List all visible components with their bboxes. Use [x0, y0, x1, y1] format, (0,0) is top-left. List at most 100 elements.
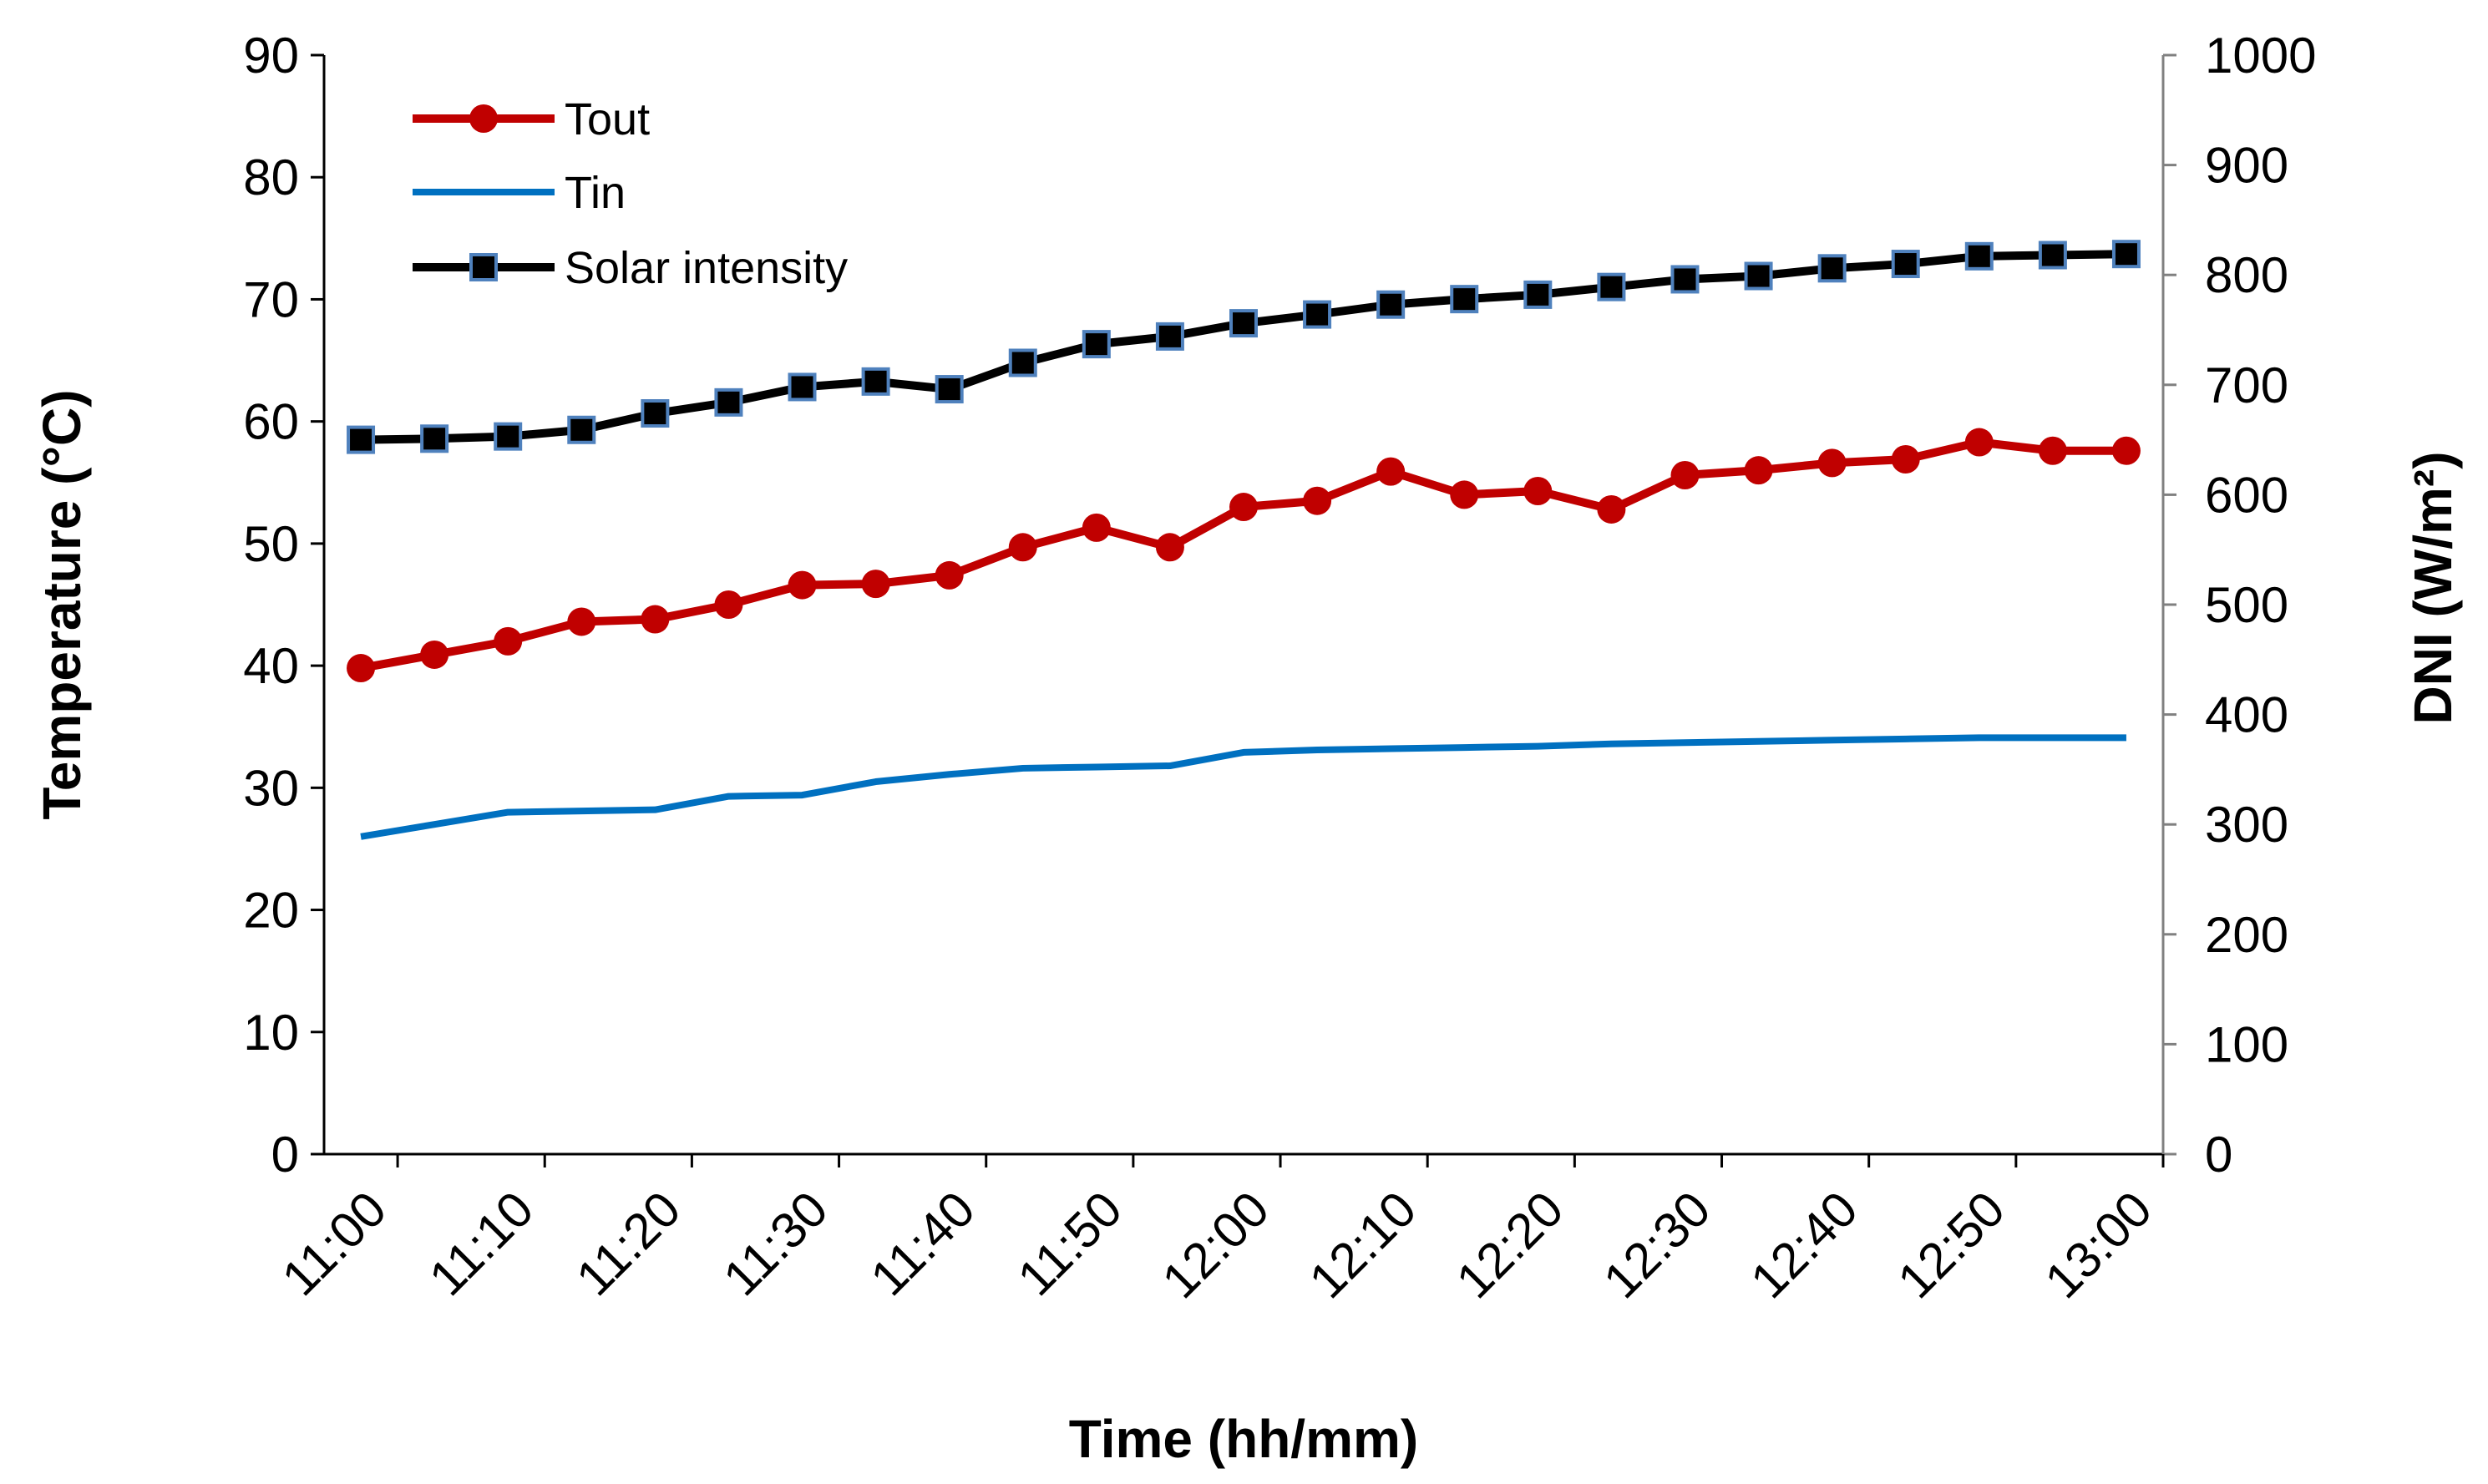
legend: Tout Tin Solar intensity [413, 94, 848, 293]
left-y-axis-title: Temperature (°C) [32, 389, 92, 819]
data-point-tout [1450, 480, 1479, 509]
right-tick-label: 1000 [2205, 28, 2316, 84]
data-point-tout [2111, 436, 2141, 465]
data-point-tout [1082, 513, 1111, 542]
data-point-solar-intensity [2111, 240, 2141, 269]
x-tick-label: 11:30 [712, 1181, 838, 1306]
x-tick-label: 11:40 [860, 1181, 986, 1306]
right-tick-label: 700 [2205, 357, 2288, 413]
x-tick-label: 11:50 [1007, 1181, 1133, 1306]
data-point-tout [1744, 456, 1773, 485]
series-tin [360, 734, 2126, 840]
data-point-solar-intensity [1670, 265, 1700, 294]
x-tick-label: 12:00 [1152, 1181, 1280, 1309]
data-point-solar-intensity [1597, 272, 1626, 301]
left-tick-label: 70 [243, 271, 299, 327]
left-tick-label: 60 [243, 394, 299, 450]
legend-label-tout: Tout [565, 94, 650, 144]
data-point-tout [1817, 448, 1847, 478]
series-layer [347, 240, 2141, 840]
data-point-solar-intensity [1450, 285, 1479, 314]
data-point-tout [1008, 533, 1037, 562]
data-point-solar-intensity [861, 367, 890, 396]
series-tout [347, 428, 2141, 683]
right-tick-label: 200 [2205, 907, 2288, 963]
data-point-solar-intensity [494, 422, 523, 451]
left-tick-label: 40 [243, 638, 299, 694]
series-solar-intensity [347, 240, 2141, 454]
right-tick-label: 100 [2205, 1016, 2288, 1072]
x-ticks: 11:00 11:10 11:20 11:30 11:40 11:50 12:00 12:10… [271, 1154, 2165, 1309]
legend-marker-tout [469, 104, 498, 133]
data-point-solar-intensity [1229, 309, 1258, 338]
right-tick-label: 900 [2205, 138, 2288, 194]
right-tick-label: 600 [2205, 467, 2288, 523]
data-point-tout [641, 605, 670, 634]
legend-item-tout: Tout [413, 94, 650, 144]
data-point-tout [494, 626, 523, 656]
x-tick-label: 11:10 [418, 1181, 544, 1306]
x-tick-label: 11:20 [565, 1181, 691, 1306]
x-tick-label: 12:40 [1740, 1181, 1868, 1309]
left-tick-label: 10 [243, 1005, 299, 1061]
right-y-axis-title: DNI (W/m²) [2403, 451, 2463, 724]
x-tick-label: 11:00 [271, 1181, 397, 1306]
x-tick-label: 12:10 [1299, 1181, 1427, 1309]
data-point-solar-intensity [1891, 250, 1920, 279]
legend-item-tin: Tin [413, 168, 626, 218]
series-line-tout [360, 438, 2126, 672]
data-point-tout [1523, 477, 1553, 506]
data-point-solar-intensity [1744, 261, 1773, 291]
data-point-solar-intensity [347, 425, 376, 454]
data-point-solar-intensity [420, 424, 449, 453]
left-tick-label: 20 [243, 883, 299, 939]
data-point-solar-intensity [1008, 348, 1037, 377]
data-point-tout [1891, 444, 1920, 474]
data-point-tout [1670, 461, 1700, 490]
data-point-solar-intensity [641, 399, 670, 428]
data-point-tout [1229, 493, 1258, 522]
legend-marker-solar-intensity [469, 253, 498, 281]
series-line-tin [360, 734, 2126, 840]
left-tick-label: 50 [243, 516, 299, 572]
data-point-solar-intensity [567, 415, 596, 444]
legend-label-tin: Tin [565, 168, 626, 218]
x-tick-label: 13:00 [2034, 1181, 2163, 1309]
data-point-solar-intensity [1082, 330, 1111, 359]
right-tick-label: 300 [2205, 797, 2288, 853]
legend-label-solar-intensity: Solar intensity [565, 243, 848, 293]
data-point-tout [1376, 457, 1406, 486]
data-point-solar-intensity [714, 387, 743, 417]
data-point-solar-intensity [1964, 241, 1994, 271]
data-point-tout [2038, 436, 2067, 465]
data-point-tout [1155, 533, 1184, 562]
data-point-tout [1964, 428, 1994, 457]
right-tick-label: 500 [2205, 577, 2288, 633]
data-point-solar-intensity [1303, 300, 1332, 329]
data-point-solar-intensity [1817, 254, 1847, 283]
data-point-solar-intensity [1155, 322, 1184, 351]
data-point-tout [788, 570, 817, 600]
x-tick-label: 12:50 [1887, 1181, 2015, 1309]
data-point-solar-intensity [1523, 280, 1553, 309]
data-point-solar-intensity [788, 372, 817, 402]
data-point-solar-intensity [2038, 241, 2067, 270]
data-point-tout [567, 607, 596, 636]
legend-item-solar-intensity: Solar intensity [413, 243, 848, 293]
data-point-solar-intensity [1376, 290, 1406, 319]
left-tick-label: 90 [243, 28, 299, 84]
x-tick-label: 12:20 [1446, 1181, 1574, 1309]
data-point-tout [420, 640, 449, 669]
data-point-tout [1597, 494, 1626, 524]
left-tick-label: 0 [271, 1127, 299, 1183]
data-point-tout [714, 590, 743, 619]
right-tick-label: 0 [2205, 1127, 2232, 1183]
data-point-solar-intensity [935, 375, 964, 404]
left-tick-label: 30 [243, 760, 299, 816]
x-axis-title: Time (hh/mm) [1069, 1409, 1418, 1469]
left-tick-label: 80 [243, 149, 299, 205]
right-tick-label: 800 [2205, 247, 2288, 303]
x-tick-label: 12:30 [1593, 1181, 1721, 1309]
right-y-ticks: 0 100 200 300 400 500 600 700 800 900 1000 [2163, 28, 2316, 1183]
